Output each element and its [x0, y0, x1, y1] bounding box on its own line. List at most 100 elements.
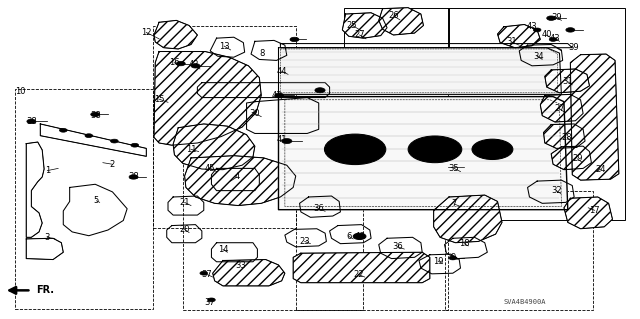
Text: 41: 41 [276, 135, 287, 144]
Polygon shape [154, 20, 197, 49]
Text: 27: 27 [554, 104, 564, 113]
Text: 2: 2 [110, 160, 115, 169]
Text: 40: 40 [541, 31, 552, 40]
Circle shape [27, 119, 36, 123]
Text: 23: 23 [300, 237, 310, 246]
Circle shape [176, 61, 185, 66]
Text: 38: 38 [128, 173, 139, 182]
Text: 19: 19 [433, 257, 444, 266]
Circle shape [353, 233, 366, 240]
Polygon shape [278, 97, 568, 210]
Bar [448, 8, 625, 220]
Circle shape [547, 16, 556, 20]
Text: 9: 9 [450, 253, 456, 262]
Text: 25: 25 [347, 21, 357, 30]
Text: 17: 17 [589, 206, 600, 215]
Polygon shape [154, 51, 261, 145]
Text: 24: 24 [596, 165, 606, 174]
Circle shape [408, 136, 462, 163]
Text: 38: 38 [26, 117, 36, 126]
Polygon shape [570, 54, 619, 180]
Bar [15, 89, 153, 309]
Text: 1: 1 [45, 166, 50, 175]
Polygon shape [497, 25, 540, 48]
Circle shape [472, 139, 513, 160]
Text: 44: 44 [276, 67, 287, 76]
Text: 37: 37 [202, 270, 212, 279]
Text: 46: 46 [355, 232, 365, 241]
Circle shape [191, 63, 200, 68]
Text: 38: 38 [90, 111, 100, 120]
Circle shape [131, 143, 139, 147]
Polygon shape [184, 156, 296, 205]
Bar [153, 26, 296, 228]
Text: 10: 10 [15, 87, 25, 96]
Circle shape [207, 298, 215, 302]
Text: 22: 22 [353, 270, 364, 279]
Circle shape [129, 175, 138, 179]
Text: 7: 7 [451, 199, 457, 208]
Text: 3: 3 [45, 233, 50, 242]
Text: 8: 8 [260, 48, 265, 58]
Polygon shape [342, 13, 387, 38]
Circle shape [549, 38, 557, 41]
Text: 14: 14 [218, 245, 228, 254]
Text: 30: 30 [250, 109, 260, 118]
Circle shape [290, 37, 299, 42]
Polygon shape [551, 146, 591, 170]
Text: 35: 35 [449, 164, 460, 173]
Text: 27: 27 [355, 31, 365, 40]
Circle shape [315, 88, 325, 93]
Text: 13: 13 [219, 41, 230, 51]
Circle shape [85, 134, 93, 137]
Bar [344, 8, 449, 88]
Text: 15: 15 [154, 95, 164, 104]
Text: SVA4B4900A: SVA4B4900A [503, 300, 546, 305]
Text: 39: 39 [551, 13, 561, 22]
Text: 12: 12 [141, 28, 152, 37]
Text: 34: 34 [533, 52, 544, 61]
Text: 16: 16 [169, 58, 180, 67]
Text: 5: 5 [94, 196, 99, 205]
Polygon shape [212, 260, 285, 286]
Circle shape [200, 271, 207, 275]
Text: 33: 33 [235, 261, 246, 271]
Text: 11: 11 [186, 145, 196, 154]
Polygon shape [278, 48, 561, 94]
Text: 31: 31 [563, 77, 573, 86]
Text: 45: 45 [205, 164, 216, 173]
Circle shape [324, 134, 386, 165]
Text: 6: 6 [346, 232, 351, 241]
Text: 18: 18 [459, 239, 470, 248]
Polygon shape [173, 124, 255, 170]
Text: 21: 21 [179, 198, 190, 207]
Polygon shape [545, 69, 589, 93]
Text: 29: 29 [572, 154, 582, 163]
Bar [445, 191, 593, 310]
Text: 20: 20 [179, 225, 190, 234]
Text: 37: 37 [205, 298, 216, 307]
Text: 42: 42 [188, 60, 199, 69]
Text: 39: 39 [568, 43, 579, 52]
Circle shape [60, 128, 67, 132]
Circle shape [111, 139, 118, 143]
Text: 36: 36 [314, 204, 324, 213]
Polygon shape [564, 197, 612, 229]
Polygon shape [540, 94, 583, 122]
Text: 43: 43 [550, 34, 561, 43]
Text: 42: 42 [271, 91, 282, 100]
Polygon shape [293, 252, 430, 283]
Bar [182, 163, 364, 310]
Polygon shape [543, 124, 585, 148]
Circle shape [282, 138, 292, 144]
Circle shape [449, 256, 457, 260]
Text: 26: 26 [388, 11, 399, 20]
Text: 31: 31 [506, 38, 517, 47]
Text: 43: 43 [527, 22, 538, 31]
Text: FR.: FR. [36, 286, 54, 295]
Text: 28: 28 [562, 133, 572, 142]
Text: 32: 32 [551, 186, 561, 195]
Polygon shape [379, 8, 424, 35]
Polygon shape [26, 238, 63, 260]
Text: 4: 4 [234, 173, 239, 182]
